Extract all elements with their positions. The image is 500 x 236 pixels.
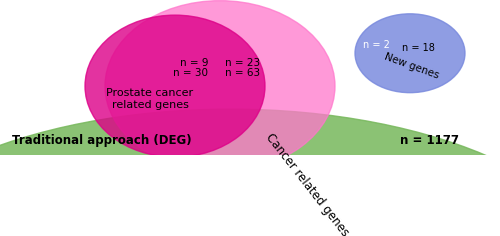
- Text: n = 23: n = 23: [225, 58, 260, 68]
- Text: n = 18: n = 18: [402, 43, 434, 53]
- Text: New genes: New genes: [384, 52, 440, 81]
- Text: n = 30: n = 30: [173, 68, 208, 78]
- Text: n = 1177: n = 1177: [400, 134, 460, 147]
- Text: n = 9: n = 9: [180, 58, 208, 68]
- Ellipse shape: [355, 14, 465, 93]
- Text: n = 2: n = 2: [362, 40, 390, 50]
- Text: Cancer related genes: Cancer related genes: [263, 131, 351, 236]
- Ellipse shape: [85, 15, 265, 157]
- Ellipse shape: [105, 1, 335, 172]
- Text: Traditional approach (DEG): Traditional approach (DEG): [12, 134, 192, 147]
- Text: Prostate cancer
related genes: Prostate cancer related genes: [106, 88, 194, 110]
- Ellipse shape: [0, 109, 500, 236]
- Text: n = 63: n = 63: [225, 68, 260, 78]
